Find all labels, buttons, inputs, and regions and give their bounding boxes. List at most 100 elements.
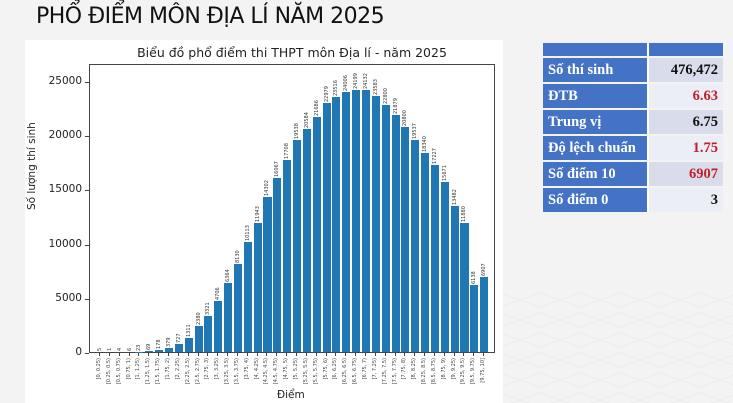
- bar-value-label: 2380: [195, 312, 202, 326]
- bar-value-label: 14302: [264, 180, 271, 196]
- x-tick-mark: [384, 353, 386, 356]
- x-tick-mark: [197, 353, 199, 356]
- bar-value-label: 23516: [333, 80, 340, 97]
- histogram-bar: [450, 205, 459, 352]
- stats-value: 6907: [649, 162, 723, 186]
- histogram-bar: [322, 102, 331, 352]
- bar-value-label: 19538: [294, 123, 301, 140]
- histogram-bar: [273, 177, 282, 352]
- x-tick-mark: [286, 353, 288, 356]
- x-tick-mark: [118, 353, 120, 356]
- stats-row-stddev: Độ lệch chuẩn 1.75: [543, 136, 723, 160]
- x-tick-label: [1.25, 1.5): [145, 358, 152, 385]
- x-tick-label: [2, 2.25): [174, 358, 181, 380]
- bar-value-label: 4706: [215, 287, 222, 300]
- x-tick-mark: [305, 353, 307, 356]
- x-tick-mark: [256, 353, 258, 356]
- histogram-bar: [155, 350, 164, 352]
- bar-value-label: 21879: [392, 97, 399, 114]
- stats-row-median: Trung vị 6.75: [543, 110, 723, 134]
- y-tick-label: 25000: [48, 75, 82, 87]
- y-tick-label: 15000: [48, 183, 82, 196]
- x-tick-label: [6.75, 7): [361, 358, 368, 380]
- page-title: PHỔ ĐIỂM MÔN ĐỊA LÍ NĂM 2025: [36, 4, 385, 29]
- stats-row-mean: ĐTB 6.63: [543, 84, 723, 108]
- histogram-bar: [233, 263, 242, 352]
- decorative-grid: [500, 290, 733, 403]
- bar-value-label: 727: [175, 333, 182, 344]
- x-axis-label: Điểm: [277, 389, 305, 401]
- x-tick-mark: [355, 353, 357, 356]
- x-tick-label: [6.5, 6.75): [352, 358, 359, 385]
- stats-label: ĐTB: [543, 84, 649, 108]
- x-tick-label: [3.5, 3.75): [233, 358, 240, 385]
- x-tick-mark: [266, 353, 268, 356]
- histogram-bar: [352, 89, 361, 352]
- histogram-bar: [145, 351, 154, 352]
- x-tick-mark: [325, 353, 327, 356]
- plot-area: 5 1 4 6 23 69 178 379 727 1311 2380 3321 4706 6364 813…: [89, 64, 495, 353]
- histogram-bar: [302, 128, 311, 352]
- stats-label: Độ lệch chuẩn: [543, 136, 649, 160]
- stats-table: Số thí sinh 476,472 ĐTB 6.63 Trung vị 6.…: [543, 41, 723, 214]
- x-tick-label: [8.75, 9): [440, 358, 447, 380]
- stats-value: 3: [649, 188, 723, 212]
- x-tick-mark: [108, 353, 110, 356]
- histogram-bar: [401, 126, 410, 352]
- x-tick-mark: [483, 353, 485, 356]
- bar-value-label: 5: [97, 347, 104, 351]
- histogram-bar: [204, 316, 213, 352]
- x-tick-label: [4.5, 4.75): [273, 358, 280, 385]
- histogram-bar: [263, 196, 272, 352]
- histogram-bar: [194, 326, 203, 352]
- y-tick-label: 10000: [48, 237, 82, 250]
- x-tick-label: [6.25, 6.5): [342, 358, 349, 385]
- bar-value-label: 8130: [234, 250, 241, 263]
- bar-value-label: 20800: [402, 109, 409, 126]
- x-tick-mark: [394, 353, 396, 356]
- x-tick-label: [4, 4.25): [253, 358, 260, 380]
- bar-value-label: 6138: [471, 271, 478, 285]
- x-tick-label: [9.5, 9.75): [470, 358, 477, 385]
- chart-title: Biểu đồ phổ điểm thi THPT môn Địa lí - n…: [137, 45, 447, 60]
- x-tick-label: [0.25, 0.5): [105, 358, 112, 385]
- x-tick-mark: [335, 353, 337, 356]
- x-tick-mark: [345, 353, 347, 356]
- histogram-bar: [224, 283, 233, 352]
- stats-header-cell: [649, 43, 723, 56]
- histogram-bar: [391, 114, 400, 352]
- y-tick-mark: [85, 298, 89, 300]
- y-tick-label: 20000: [48, 129, 82, 142]
- x-tick-label: [6, 6.25): [332, 358, 339, 380]
- x-tick-mark: [443, 353, 445, 356]
- histogram-bar: [480, 277, 489, 352]
- histogram-bar: [371, 96, 380, 352]
- bar-value-label: 4: [116, 347, 123, 351]
- x-tick-label: [7, 7.25): [371, 358, 378, 380]
- bar-value-label: 11880: [461, 206, 468, 223]
- bar-value-label: 16067: [274, 160, 281, 177]
- stats-row-score-0: Số điểm 0 3: [543, 188, 723, 212]
- x-tick-mark: [433, 353, 435, 356]
- x-tick-mark: [374, 353, 376, 356]
- x-tick-label: [1, 1.25): [135, 358, 142, 380]
- bar-value-label: 22979: [323, 86, 330, 102]
- histogram-bar: [460, 223, 469, 352]
- bar-value-label: 17227: [431, 148, 438, 165]
- histogram-bar: [164, 347, 173, 352]
- bar-value-label: 178: [156, 339, 163, 350]
- x-tick-mark: [364, 353, 366, 356]
- x-tick-label: [2.5, 2.75): [194, 358, 201, 385]
- x-tick-label: [8, 8.25): [411, 358, 418, 380]
- x-tick-mark: [148, 353, 150, 356]
- x-tick-mark: [207, 353, 209, 356]
- x-tick-mark: [296, 353, 298, 356]
- stats-row-score-10: Số điểm 10 6907: [543, 162, 723, 186]
- x-tick-mark: [315, 353, 317, 356]
- x-tick-mark: [424, 353, 426, 356]
- histogram-bar: [283, 160, 292, 352]
- stats-value: 476,472: [649, 58, 723, 82]
- x-tick-mark: [414, 353, 416, 356]
- x-tick-label: [0.5, 0.75): [115, 358, 122, 385]
- x-tick-label: [9.25, 9.5): [460, 358, 467, 385]
